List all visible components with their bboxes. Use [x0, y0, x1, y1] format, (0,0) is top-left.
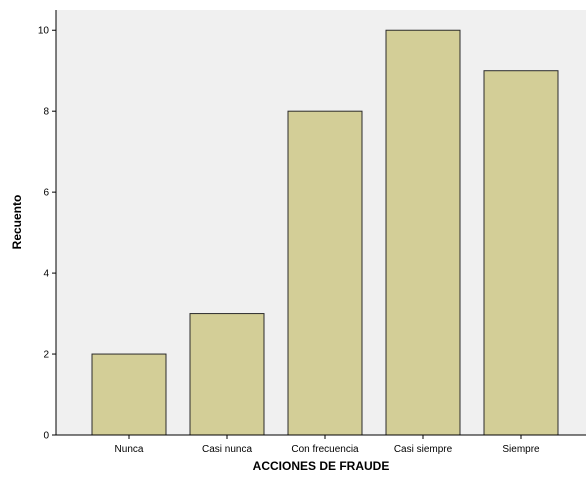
y-tick-label: 2: [43, 350, 49, 361]
bars-group: [91, 29, 559, 436]
bar-casi-nunca: [189, 313, 265, 436]
bar-con-frecuencia: [287, 110, 363, 436]
bar-siempre: [483, 70, 559, 436]
y-tick-label: 10: [38, 26, 50, 37]
y-tick-label: 6: [43, 188, 49, 199]
x-tick-label: Siempre: [502, 444, 540, 455]
y-tick-label: 0: [43, 431, 49, 442]
x-tick-label: Casi siempre: [394, 444, 453, 455]
x-tick-label: Nunca: [115, 444, 144, 455]
y-axis-title: Recuento: [10, 195, 24, 250]
y-axis: 0 2 4 6 8 10: [38, 10, 57, 442]
bar-nunca: [91, 353, 167, 436]
x-axis: Nunca Casi nunca Con frecuencia Casi siempr…: [56, 434, 586, 455]
y-tick-label: 4: [43, 269, 49, 280]
x-tick-label: Con frecuencia: [291, 444, 359, 455]
x-tick-label: Casi nunca: [202, 444, 252, 455]
y-tick-label: 8: [43, 107, 49, 118]
x-axis-title: ACCIONES DE FRAUDE: [253, 459, 390, 473]
bar-casi-siempre: [385, 29, 461, 436]
